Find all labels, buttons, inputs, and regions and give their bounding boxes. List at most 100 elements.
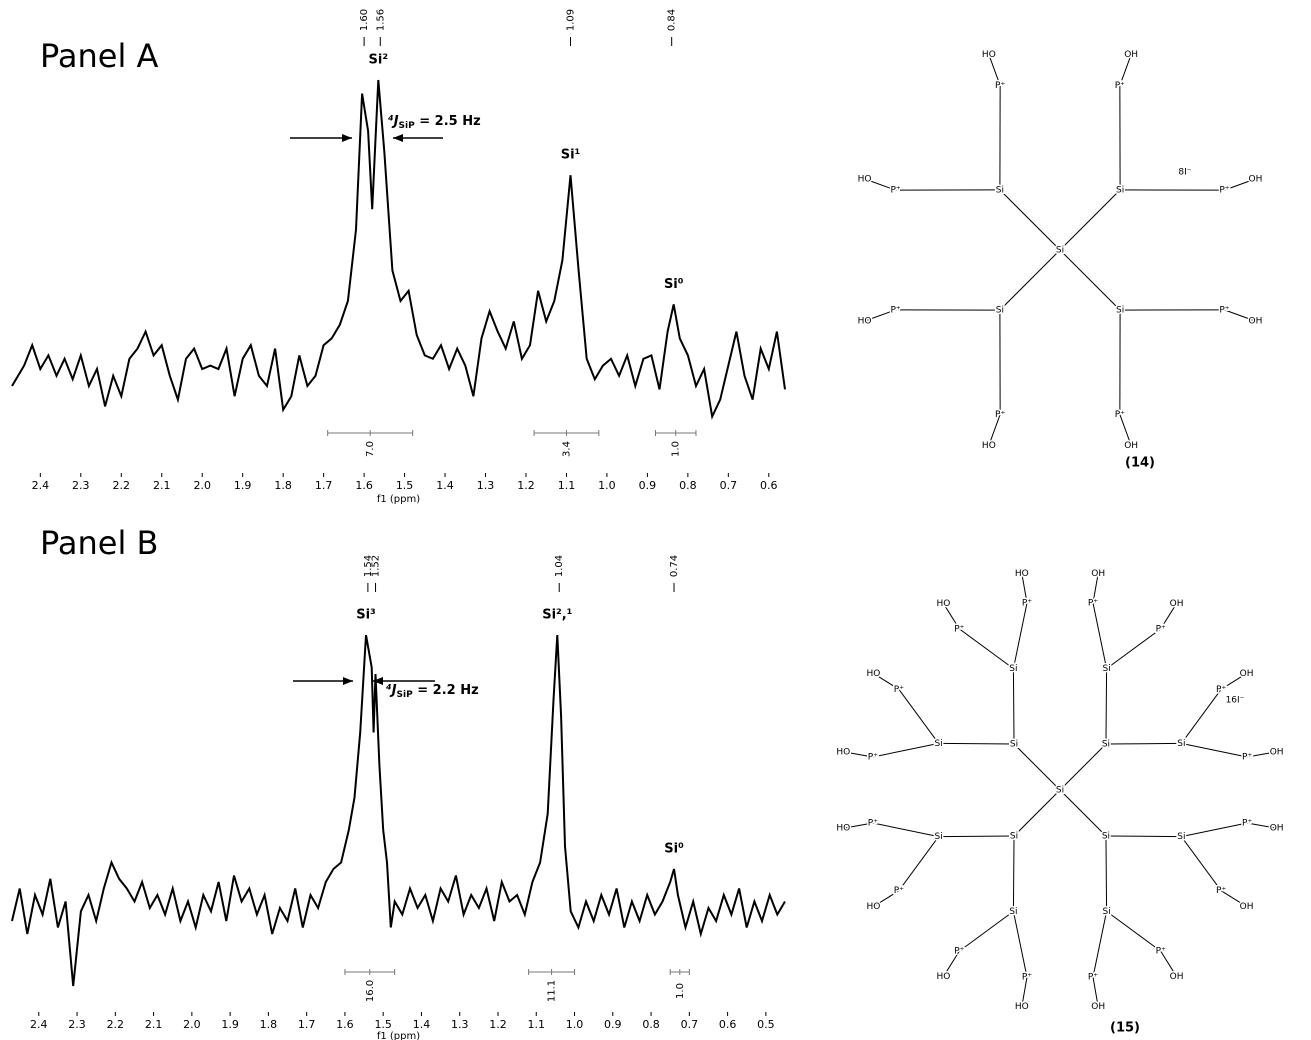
x-tick-label: 1.3 [451, 1018, 469, 1031]
atom-label: P⁺ [1219, 305, 1229, 315]
x-tick-label: 1.4 [436, 479, 454, 492]
atom-label: OH [1091, 569, 1105, 579]
atom-label: P⁺ [894, 685, 904, 695]
x-axis-label: f1 (ppm) [377, 1031, 420, 1040]
atom-label: P⁺ [1242, 818, 1252, 828]
atom-label: HO [1015, 569, 1029, 579]
atom-label: P⁺ [1088, 598, 1098, 608]
bond [938, 835, 1015, 838]
atom-label: OH [1240, 669, 1254, 679]
bond [1247, 822, 1277, 829]
x-tick-label: 1.6 [336, 1018, 354, 1031]
x-tick-label: 2.4 [32, 479, 50, 492]
atom-label: HO [936, 972, 950, 982]
bond [1013, 789, 1061, 837]
atom-label: P⁺ [1156, 947, 1166, 957]
x-tick-label: 1.3 [477, 479, 495, 492]
atom-label: Si [1102, 831, 1110, 841]
bond [1105, 835, 1108, 912]
atom-label: P⁺ [1216, 685, 1226, 695]
x-tick-label: 0.5 [757, 1018, 775, 1031]
integral-label: 16.0 [365, 980, 376, 1002]
integral-label: 7.0 [365, 441, 376, 457]
atom-label: HO [936, 599, 950, 609]
bond [1105, 742, 1182, 745]
bond [1092, 977, 1099, 1007]
integral-label: 1.0 [671, 441, 682, 457]
atom-label: OH [1170, 972, 1184, 982]
peak-assignment: Si⁰ [664, 842, 684, 857]
bond [873, 672, 900, 690]
peak-label: 1.54 [363, 555, 374, 577]
bond [1247, 751, 1277, 758]
x-tick-label: 2.3 [68, 1018, 86, 1031]
panel-title: Panel A [40, 37, 159, 75]
bond [1220, 672, 1247, 690]
atom-label: OH [1091, 1002, 1105, 1012]
bond [843, 822, 873, 829]
peak-label: 1.04 [554, 555, 565, 577]
x-tick-label: 1.1 [528, 1018, 546, 1031]
x-tick-label: 0.7 [720, 479, 738, 492]
atom-label: P⁺ [1219, 186, 1229, 196]
bond [1021, 977, 1028, 1007]
integral-label: 11.1 [547, 980, 558, 1002]
atom-label: P⁺ [1242, 753, 1252, 763]
coupling-constant: ⁴JSiP = 2.2 Hz [386, 683, 479, 700]
atom-label: Si [1102, 907, 1110, 917]
coupling-constant: ⁴JSiP = 2.5 Hz [388, 114, 481, 131]
compound-label: (14) [1125, 456, 1155, 471]
bond [873, 890, 900, 908]
atom-label: OH [1124, 441, 1138, 451]
bond [999, 189, 1061, 251]
bond [1106, 910, 1161, 952]
atom-label: OH [1170, 599, 1184, 609]
x-tick-label: 1.9 [234, 479, 252, 492]
x-tick-label: 2.1 [145, 1018, 163, 1031]
bond [1119, 54, 1132, 86]
atom-label: HO [1015, 1002, 1029, 1012]
x-tick-label: 1.1 [558, 479, 576, 492]
atom-label: P⁺ [1088, 973, 1098, 983]
atom-label: P⁺ [995, 410, 1005, 420]
atom-label: Si [1056, 246, 1064, 256]
arrow-head [342, 134, 352, 142]
x-tick-label: 2.2 [113, 479, 131, 492]
spectrum-line [11, 634, 786, 987]
bond [1012, 668, 1015, 745]
bond [898, 836, 940, 891]
atom-label: Si [935, 739, 943, 749]
x-tick-label: 1.8 [274, 479, 292, 492]
x-tick-label: 2.3 [72, 479, 90, 492]
integral-label: 1.0 [675, 983, 686, 999]
atom-label: P⁺ [890, 305, 900, 315]
atom-label: HO [866, 902, 880, 912]
bond [1013, 743, 1061, 791]
bond [1160, 603, 1178, 630]
bond [872, 822, 939, 838]
atom-label: Si [1010, 831, 1018, 841]
bond [1012, 911, 1028, 978]
x-tick-label: 1.7 [315, 479, 333, 492]
atom-label: Si [1056, 786, 1064, 796]
atom-label: HO [858, 317, 872, 327]
atom-label: Si [1102, 740, 1110, 750]
atom-label: Si [1177, 832, 1185, 842]
bond [999, 249, 1061, 311]
x-tick-label: 1.8 [260, 1018, 278, 1031]
bond [864, 309, 896, 322]
peak-assignment: Si¹ [561, 148, 581, 163]
atom-label: Si [1102, 664, 1110, 674]
x-tick-label: 2.2 [107, 1018, 125, 1031]
atom-label: P⁺ [954, 947, 964, 957]
x-tick-label: 2.0 [183, 1018, 201, 1031]
atom-label: P⁺ [995, 81, 1005, 91]
x-tick-label: 0.8 [642, 1018, 660, 1031]
atom-label: P⁺ [1115, 81, 1125, 91]
atom-label: Si [1009, 664, 1017, 674]
x-tick-label: 1.5 [374, 1018, 392, 1031]
x-tick-label: 2.4 [30, 1018, 48, 1031]
bond [1106, 628, 1161, 670]
peak-label: 0.84 [667, 9, 678, 31]
x-tick-label: 0.9 [604, 1018, 622, 1031]
